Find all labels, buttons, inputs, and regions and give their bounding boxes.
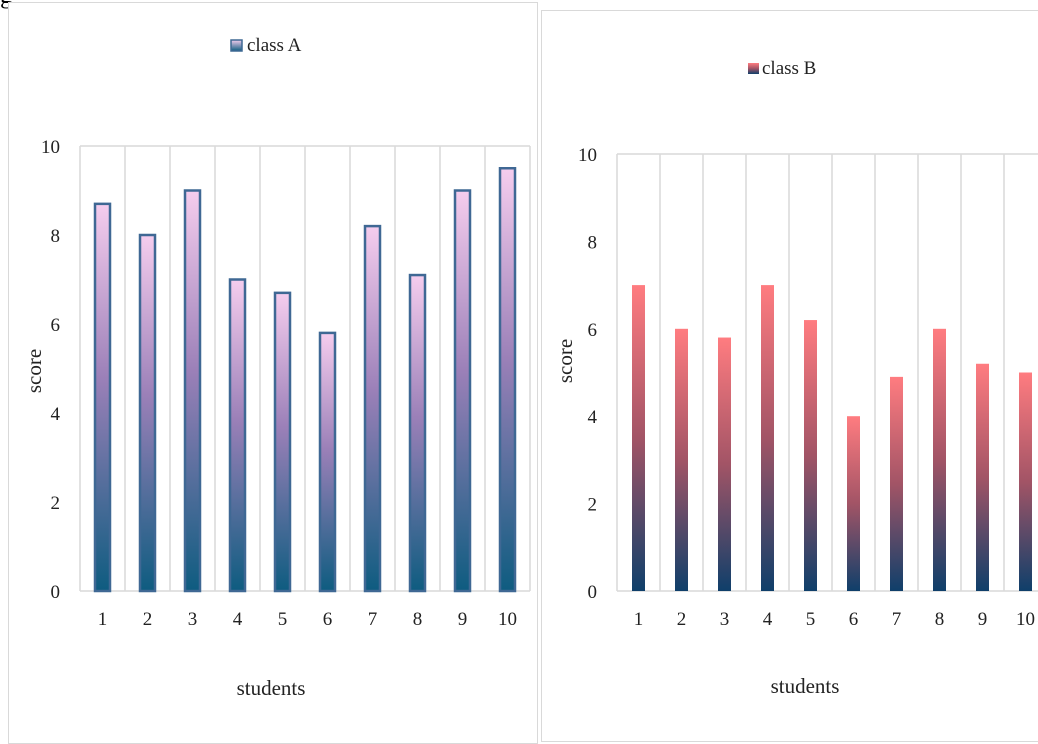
chart-class-a-y-tick-label: 0 (51, 582, 61, 603)
chart-class-a-legend: class A (230, 35, 302, 56)
chart-class-b-x-tick-label: 10 (1016, 609, 1035, 630)
chart-class-a-bar-7 (363, 224, 382, 593)
chart-class-b-bar-5 (804, 320, 817, 591)
chart-class-a-x-tick-label: 9 (458, 609, 468, 630)
chart-class-b-x-tick-label: 5 (806, 609, 816, 630)
chart-class-b-bar-8 (933, 328, 946, 591)
chart-class-b-x-tick-label: 7 (892, 609, 902, 630)
chart-class-b-x-tick-label: 2 (677, 609, 687, 630)
chart-class-a-bars (93, 167, 517, 593)
chart-class-a-bar-8 (408, 273, 427, 593)
chart-class-b-gridlines (616, 153, 1038, 592)
chart-class-a-x-tick-label: 2 (143, 609, 153, 630)
chart-class-a-bar-4 (228, 278, 247, 593)
chart-class-b-y-tick-label: 8 (588, 232, 598, 253)
chart-class-b-x-tick-label: 8 (935, 609, 945, 630)
chart-class-a-y-tick-label: 8 (51, 226, 61, 247)
chart-class-b-y-tick-label: 0 (588, 582, 598, 603)
chart-class-a-x-tick-label: 4 (233, 609, 243, 630)
chart-class-a-x-tick-label: 6 (323, 609, 333, 630)
chart-class-b-bars (632, 285, 1032, 591)
chart-class-a-legend-swatch (230, 39, 243, 52)
chart-class-a-x-tick-label: 3 (188, 609, 198, 630)
chart-class-b-y-tick-label: 2 (588, 495, 598, 516)
chart-class-b-bar-2 (675, 328, 688, 591)
chart-class-a-y-tick-label: 2 (51, 493, 61, 514)
chart-class-a-bar-9 (453, 189, 472, 593)
cropped-heading-fragment: g (0, 0, 120, 16)
chart-class-a-x-tick-label: 5 (278, 609, 288, 630)
chart-class-b-y-tick-label: 10 (578, 145, 597, 166)
chart-class-a-bar-1 (93, 202, 112, 593)
chart-class-b-legend-label: class B (762, 58, 816, 79)
chart-class-a-legend-label: class A (247, 35, 302, 56)
chart-class-a-bar-3 (183, 189, 202, 593)
chart-class-b-bar-7 (890, 376, 903, 591)
chart-class-a-x-axis-title: students (237, 676, 306, 700)
chart-class-b-y-ticks: 0 2 4 6 8 10 (578, 145, 598, 603)
chart-class-a-y-ticks: 0 2 4 6 8 10 (41, 137, 61, 603)
chart-class-b-x-tick-label: 6 (849, 609, 859, 630)
chart-class-b-bar-9 (976, 363, 989, 591)
chart-class-b-x-tick-label: 3 (720, 609, 730, 630)
chart-class-b-y-axis-title: score (553, 339, 577, 383)
chart-class-b-x-ticks: 1 2 3 4 5 6 7 8 9 10 (634, 609, 1035, 630)
chart-class-a-x-tick-label: 10 (498, 609, 517, 630)
chart-class-a-x-tick-label: 1 (98, 609, 108, 630)
chart-class-b-bar-10 (1019, 372, 1032, 591)
chart-class-a-bar-5 (273, 291, 292, 593)
chart-class-b-x-tick-label: 9 (978, 609, 988, 630)
chart-class-b-bar-4 (761, 285, 774, 591)
chart-class-b: 0 2 4 6 8 10 1 2 3 4 5 6 7 8 9 10 score students class… (541, 10, 1038, 742)
chart-class-a-bar-2 (138, 233, 157, 593)
chart-class-a-x-tick-label: 8 (413, 609, 423, 630)
chart-class-a-bar-10 (498, 167, 517, 593)
chart-class-b-x-axis-title: students (771, 674, 840, 698)
chart-class-b-bar-3 (718, 337, 731, 591)
chart-class-a-y-tick-label: 10 (41, 137, 60, 158)
chart-class-a: 0 2 4 6 8 10 1 2 3 4 5 6 7 8 9 10 score students class… (8, 2, 538, 744)
chart-class-b-y-tick-label: 4 (588, 407, 598, 428)
chart-class-b-x-tick-label: 1 (634, 609, 644, 630)
chart-class-a-y-tick-label: 6 (51, 315, 61, 336)
chart-class-b-bar-6 (847, 416, 860, 591)
chart-class-b-y-tick-label: 6 (588, 320, 598, 341)
cropped-heading-text: g (0, 0, 13, 10)
chart-class-a-y-tick-label: 4 (51, 404, 61, 425)
chart-class-a-x-ticks: 1 2 3 4 5 6 7 8 9 10 (98, 609, 517, 630)
chart-class-b-bar-1 (632, 285, 645, 591)
chart-class-a-y-axis-title: score (22, 349, 46, 393)
chart-class-b-legend-swatch (748, 63, 759, 74)
chart-class-b-legend: class B (748, 58, 816, 79)
chart-class-a-bar-6 (318, 331, 337, 593)
chart-class-a-x-tick-label: 7 (368, 609, 378, 630)
chart-class-b-x-tick-label: 4 (763, 609, 773, 630)
